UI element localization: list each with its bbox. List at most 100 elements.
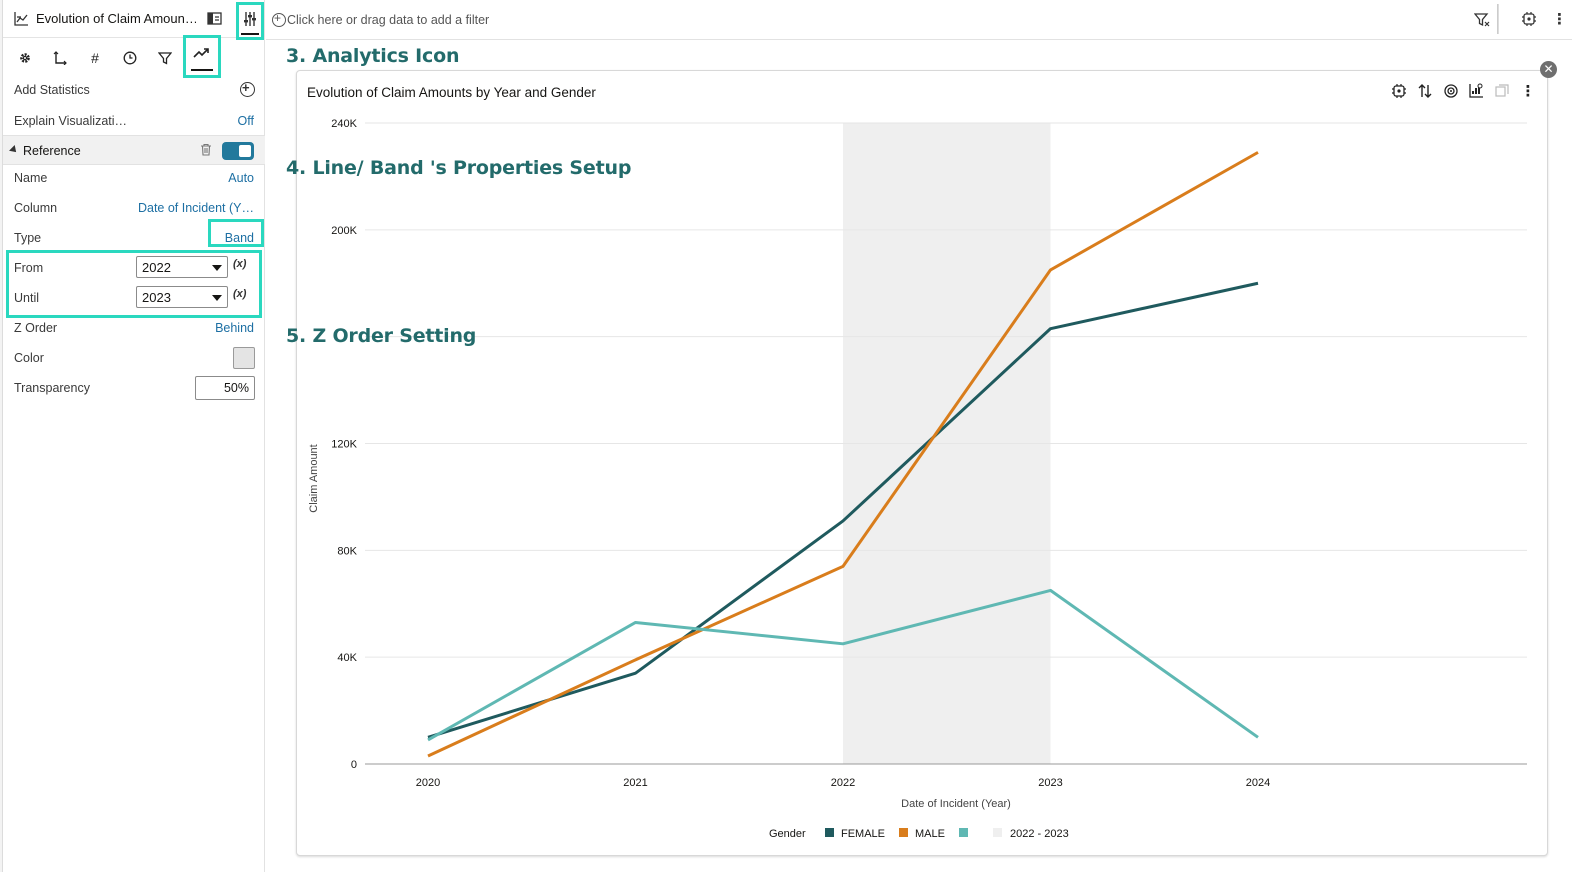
y-tick-label: 240K (331, 118, 357, 130)
reference-section-header[interactable]: Reference (3, 135, 265, 165)
card-more-icon[interactable]: ⋮ (1520, 83, 1536, 100)
transparency-label: Transparency (14, 381, 90, 395)
zorder-label: Z Order (14, 321, 58, 335)
property-tabs: # (3, 35, 265, 80)
close-icon[interactable]: ✕ (1540, 61, 1557, 78)
until-value: 2023 (142, 290, 171, 305)
annotation-properties-setup: 4. Line/ Band 's Properties Setup (286, 157, 632, 179)
reference-toggle[interactable] (222, 142, 254, 160)
zorder-value[interactable]: Behind (215, 321, 254, 335)
sort-icon[interactable] (1416, 82, 1434, 100)
y-tick-label: 120K (331, 439, 357, 451)
line-chart-icon (14, 12, 28, 26)
maximize-icon[interactable] (1493, 82, 1511, 100)
color-label: Color (14, 351, 44, 365)
add-circle-icon[interactable] (240, 80, 255, 97)
hash-icon[interactable]: # (91, 50, 99, 66)
zorder-row[interactable]: Z Order Behind (3, 313, 265, 343)
legend-swatch-band (993, 828, 1002, 837)
name-row[interactable]: Name Auto (3, 163, 265, 193)
properties-button[interactable] (236, 2, 264, 40)
legend-swatch-0 (825, 828, 834, 837)
ai-insights-icon[interactable] (1390, 82, 1408, 100)
axis-icon[interactable] (49, 47, 71, 69)
y-tick-label: 0 (351, 759, 357, 771)
properties-panel: Evolution of Claim Amoun… # (3, 0, 265, 872)
transparency-input[interactable]: 50% (195, 376, 255, 400)
series-line-1 (427, 151, 1259, 758)
series-line-0 (427, 281, 1259, 739)
name-label: Name (14, 171, 48, 185)
viz-header: Evolution of Claim Amoun… (3, 0, 265, 40)
from-row: From 2022 (x) (3, 253, 265, 283)
y-tick-label: 80K (337, 545, 357, 557)
annotation-analytics-icon: 3. Analytics Icon (286, 45, 460, 67)
add-filter-icon[interactable] (272, 11, 286, 27)
until-label: Until (14, 291, 40, 305)
ai-assistant-icon[interactable] (1521, 11, 1537, 27)
filter-toggle-icon[interactable] (1474, 12, 1490, 28)
divider (1498, 4, 1499, 34)
sliders-icon (244, 12, 256, 26)
color-row: Color (3, 343, 265, 373)
legend-swatch-2 (959, 828, 968, 837)
until-dropdown[interactable]: 2023 (136, 286, 228, 308)
add-statistics-label: Add Statistics (14, 83, 90, 97)
x-axis-title: Date of Incident (Year) (901, 798, 1011, 810)
legend-swatch-1 (899, 828, 908, 837)
explain-row[interactable]: Explain Visualizati… Off (3, 106, 265, 136)
x-tick-label: 2022 (831, 777, 855, 789)
from-label: From (14, 261, 44, 275)
column-row[interactable]: Column Date of Incident (Y… (3, 193, 265, 223)
x-tick-label: 2021 (623, 777, 647, 789)
trend-icon (193, 48, 209, 58)
chevron-down-icon (212, 295, 222, 301)
highlight-box-range (6, 250, 262, 318)
chevron-down-icon (212, 265, 222, 271)
chart-card: Evolution of Claim Amounts by Year and G… (296, 70, 1548, 856)
from-value: 2022 (142, 260, 171, 275)
filter-bar: Click here or drag data to add a filter … (266, 0, 1572, 40)
until-row: Until 2023 (x) (3, 283, 265, 313)
gear-icon[interactable] (14, 47, 36, 69)
explain-value[interactable]: Off (237, 114, 254, 128)
trash-icon[interactable] (200, 143, 212, 156)
x-tick-label: 2020 (416, 777, 440, 789)
y-tick-label: 200K (331, 225, 357, 237)
from-dropdown[interactable]: 2022 (136, 256, 228, 278)
y-axis-title: Claim Amount (308, 444, 320, 512)
left-edge-handle[interactable] (0, 0, 3, 872)
y-tick-label: 40K (337, 652, 357, 664)
funnel-icon[interactable] (154, 47, 176, 69)
layout-icon[interactable] (206, 10, 224, 28)
legend-title: Gender (769, 828, 806, 840)
annotation-zorder-setting: 5. Z Order Setting (286, 325, 477, 347)
legend-label-band: 2022 - 2023 (1010, 828, 1069, 840)
series-line-2 (427, 588, 1259, 742)
clock-icon[interactable] (119, 47, 141, 69)
column-label: Column (14, 201, 58, 215)
from-expression-button[interactable]: (x) (233, 258, 247, 270)
legend-label-1: MALE (915, 828, 945, 840)
type-row[interactable]: Type Band (3, 223, 265, 253)
until-expression-button[interactable]: (x) (233, 288, 247, 300)
name-value[interactable]: Auto (228, 171, 254, 185)
chart-type-icon[interactable] (1467, 82, 1485, 100)
type-value[interactable]: Band (224, 231, 254, 245)
reference-label: Reference (23, 144, 81, 158)
target-icon[interactable] (1442, 82, 1460, 100)
x-tick-label: 2023 (1038, 777, 1062, 789)
color-swatch[interactable] (233, 347, 255, 369)
transparency-row: Transparency 50% (3, 373, 265, 403)
add-statistics-row[interactable]: Add Statistics (3, 75, 265, 105)
viz-title: Evolution of Claim Amoun… (36, 11, 196, 26)
column-value[interactable]: Date of Incident (Y… (137, 201, 254, 215)
chart-title: Evolution of Claim Amounts by Year and G… (307, 85, 596, 100)
filter-hint[interactable]: Click here or drag data to add a filter (287, 13, 490, 27)
highlight-box-type (208, 219, 264, 247)
type-label: Type (14, 231, 42, 245)
analytics-tab[interactable] (183, 35, 221, 78)
more-options-icon[interactable]: ⋮ (1552, 11, 1567, 28)
divider (1497, 4, 1498, 34)
collapse-caret-icon[interactable] (9, 145, 19, 155)
